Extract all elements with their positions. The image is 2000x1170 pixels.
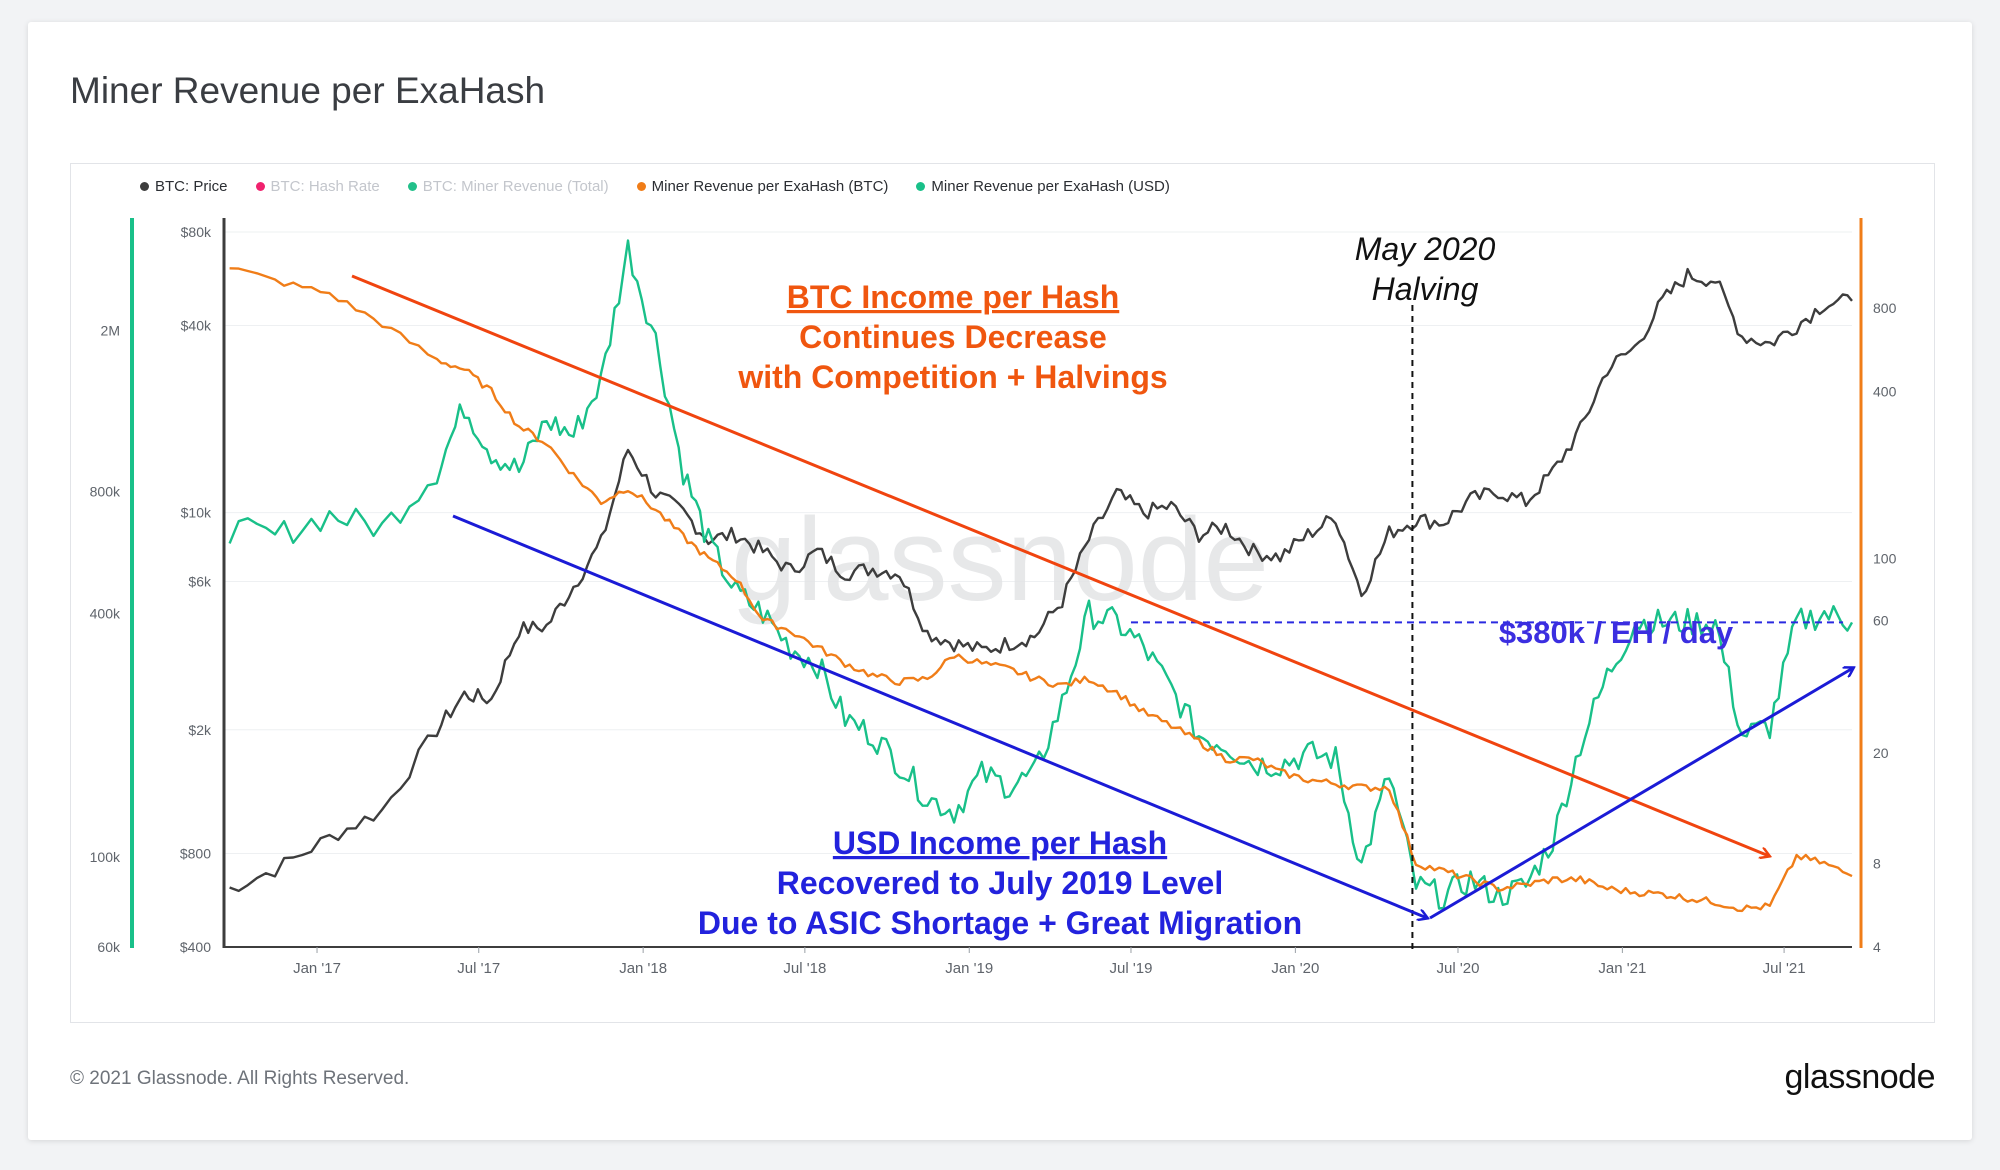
annotation-reference-level-line: $380k / EH / day [1499,615,1734,650]
series-line [229,267,1853,893]
x-tick-label: Jan '17 [293,960,341,977]
legend-dot [407,182,417,191]
annotation-halving-line: Halving [1372,271,1479,307]
x-tick-label: Jan '21 [1598,960,1646,977]
page-title: Miner Revenue per ExaHash [70,70,546,111]
legend-label: BTC: Hash Rate [270,178,380,195]
y-tick-label-btc: 400 [1873,383,1897,399]
x-tick-label: Jul '19 [1110,960,1153,977]
y-tick-label-usd: 400k [90,605,121,621]
y-tick-label-price: $2k [188,722,212,738]
annotation-usd-income-line: Recovered to July 2019 Level [777,865,1223,901]
legend-item-revenue-per-eh-usd[interactable]: Miner Revenue per ExaHash (USD) [916,178,1170,195]
legend-dot [255,182,265,191]
annotation-btc-income-line: with Competition + Halvings [737,359,1167,395]
legend-label: BTC: Miner Revenue (Total) [422,178,609,195]
y-tick-label-usd: 60k [97,939,121,955]
x-tick-label: Jul '20 [1437,960,1480,977]
legend-dot [140,182,149,191]
series-line [229,267,1853,913]
x-tick-label: Jan '18 [619,960,667,977]
y-tick-label-btc: 8 [1873,855,1881,871]
legend-item-btc-price[interactable]: BTC: Price [140,178,228,195]
y-tick-label-btc: 20 [1873,745,1889,761]
annotation-btc-income-line: BTC Income per Hash [787,279,1120,315]
annotation-usd-income-line: USD Income per Hash [833,825,1167,861]
y-tick-label-usd: 100k [90,849,121,865]
x-tick-label: Jul '21 [1763,960,1806,977]
y-tick-label-price: $400 [180,939,211,955]
y-tick-label-usd: 800k [90,484,121,500]
legend: BTC: Price BTC: Hash Rate BTC: Miner Rev… [140,178,1170,195]
legend-dot [636,182,646,191]
x-tick-label: Jul '17 [457,960,500,977]
y-tick-label-price: $80k [181,224,212,240]
legend-label: BTC: Price [155,178,228,195]
y-tick-label-btc: 4 [1873,939,1881,955]
legend-item-miner-revenue-total[interactable]: BTC: Miner Revenue (Total) [407,178,609,195]
legend-dot [916,182,926,191]
annotation-usd-income-line: Due to ASIC Shortage + Great Migration [698,905,1302,941]
btc-trend-arrow [351,274,1769,856]
legend-item-revenue-per-eh-btc[interactable]: Miner Revenue per ExaHash (BTC) [636,178,889,195]
watermark: glassnode [731,494,1269,626]
y-tick-label-usd: 2M [101,322,120,338]
series-line [228,239,1854,910]
y-tick-label-btc: 800 [1873,300,1897,316]
y-tick-label-btc: 60 [1873,612,1889,628]
usd-decline-arrow [452,514,1427,918]
brand-logo: glassnode [1784,1058,1935,1096]
y-tick-label-btc: 100 [1873,551,1897,567]
x-tick-label: Jan '19 [945,960,993,977]
chart-frame [70,163,1935,1023]
legend-item-hash-rate[interactable]: BTC: Hash Rate [255,178,380,195]
y-tick-label-price: $40k [181,318,212,334]
y-tick-label-price: $6k [188,574,212,590]
x-tick-label: Jan '20 [1271,960,1319,977]
legend-label: Miner Revenue per ExaHash (BTC) [651,178,889,195]
copyright-text: © 2021 Glassnode. All Rights Reserved. [70,1068,410,1089]
annotation-halving-line: May 2020 [1355,231,1496,267]
y-tick-label-price: $10k [181,505,212,521]
annotation-btc-income-line: Continues Decrease [799,319,1107,355]
y-tick-label-price: $800 [180,845,211,861]
x-tick-label: Jul '18 [783,960,826,977]
legend-label: Miner Revenue per ExaHash (USD) [931,178,1170,195]
usd-recovery-arrow [1429,668,1853,920]
